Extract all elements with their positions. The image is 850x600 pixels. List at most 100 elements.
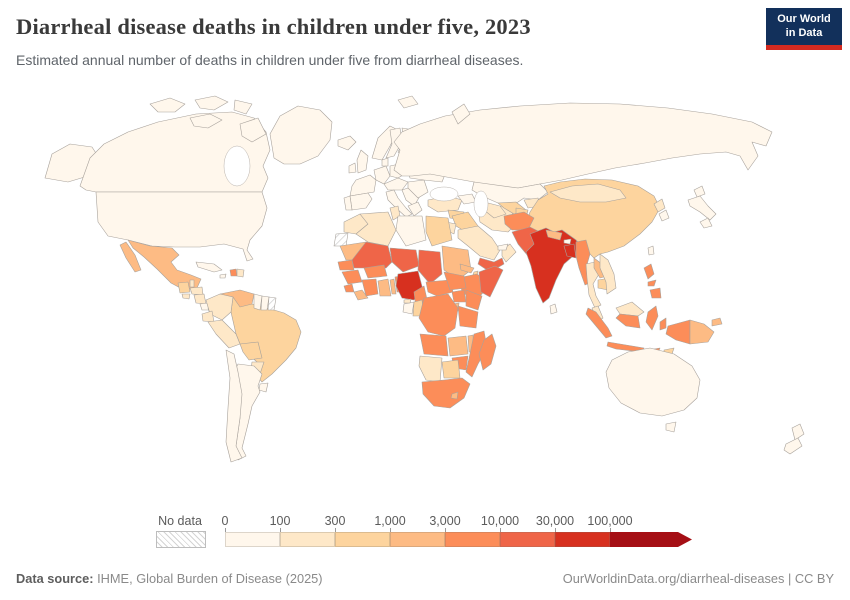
country-mozambique[interactable] (465, 330, 488, 378)
country-central-african-republic[interactable] (425, 279, 454, 297)
country-togo[interactable] (389, 278, 397, 295)
country-japan-hokkaido[interactable] (693, 185, 706, 198)
country-botswana[interactable] (441, 359, 461, 379)
country-belize[interactable] (189, 279, 195, 288)
country-egypt[interactable] (425, 215, 453, 247)
country-suriname[interactable] (260, 295, 270, 311)
no-data-swatch[interactable] (156, 531, 206, 548)
country-russia[interactable] (393, 102, 773, 189)
country-uruguay[interactable] (258, 382, 269, 393)
country-guyana[interactable] (253, 293, 263, 311)
country-arctic-islands[interactable] (239, 117, 267, 143)
country-lesotho[interactable] (450, 391, 459, 400)
country-united-kingdom[interactable] (356, 149, 369, 174)
country-germany[interactable] (373, 165, 391, 185)
country-greece[interactable] (407, 201, 423, 217)
country-ireland[interactable] (348, 162, 357, 174)
country-india[interactable] (525, 227, 583, 304)
legend-bin[interactable] (390, 532, 445, 547)
country-niger[interactable] (389, 247, 420, 273)
country-el-salvador[interactable] (181, 293, 191, 300)
country-spain[interactable] (349, 192, 373, 211)
country-ecuador[interactable] (201, 310, 215, 323)
country-arctic-islands[interactable] (189, 113, 223, 129)
country-zambia[interactable] (447, 335, 469, 357)
country-jamaica[interactable] (219, 273, 227, 279)
country-senegal[interactable] (337, 259, 355, 271)
country-ghana[interactable] (377, 278, 392, 297)
country-chad[interactable] (417, 249, 443, 285)
country-greenland[interactable] (269, 105, 333, 165)
country-guinea[interactable] (341, 269, 363, 285)
country-tasmania[interactable] (665, 421, 677, 433)
country-cote-divoire[interactable] (361, 278, 379, 297)
country-usa[interactable] (95, 191, 268, 262)
country-sudan[interactable] (441, 245, 472, 281)
country-french-guiana[interactable] (267, 296, 277, 311)
country-kenya[interactable] (465, 289, 483, 311)
country-romania[interactable] (407, 179, 429, 199)
country-italy[interactable] (385, 189, 413, 218)
country-sierra-leone[interactable] (343, 283, 355, 293)
country-philippines-visayas[interactable] (647, 279, 657, 287)
country-arctic-islands[interactable] (194, 95, 229, 111)
country-new-zealand-north[interactable] (791, 423, 805, 441)
legend-bin[interactable] (610, 532, 692, 547)
legend-bin[interactable] (555, 532, 610, 547)
country-central-europe[interactable] (383, 177, 409, 191)
legend-bin[interactable] (335, 532, 390, 547)
country-malaysia-borneo[interactable] (615, 301, 645, 317)
country-indonesia-west-papua[interactable] (665, 319, 691, 345)
country-gabon[interactable] (402, 301, 415, 315)
country-novaya-zemlya[interactable] (451, 103, 471, 125)
country-libya[interactable] (395, 215, 427, 247)
country-iceland[interactable] (337, 135, 357, 151)
country-guatemala[interactable] (177, 281, 191, 294)
country-nicaragua[interactable] (193, 293, 207, 305)
country-japan-kyushu[interactable] (699, 217, 713, 229)
legend-bin[interactable] (445, 532, 500, 547)
country-indonesia-sulawesi[interactable] (645, 305, 659, 331)
legend-bin[interactable] (500, 532, 555, 547)
country-indonesia-kalimantan[interactable] (615, 313, 641, 329)
country-tanzania[interactable] (457, 305, 479, 329)
country-new-zealand-south[interactable] (783, 437, 803, 455)
country-somalia[interactable] (478, 265, 504, 298)
country-south-sudan[interactable] (443, 271, 467, 291)
country-arctic-islands[interactable] (149, 97, 186, 113)
legend-bin[interactable] (225, 532, 280, 547)
country-mali[interactable] (351, 241, 393, 269)
country-namibia[interactable] (418, 355, 443, 383)
attribution-link[interactable]: OurWorldinData.org/diarrheal-diseases | … (562, 571, 834, 586)
country-papua-new-guinea[interactable] (689, 319, 715, 345)
country-vietnam[interactable] (599, 253, 617, 295)
country-south-korea[interactable] (658, 209, 670, 222)
country-cuba[interactable] (195, 261, 223, 273)
country-france[interactable] (349, 174, 377, 197)
country-burkina-faso[interactable] (363, 264, 388, 279)
country-mongolia[interactable] (549, 183, 627, 203)
country-baja-california[interactable] (119, 241, 142, 273)
country-yemen[interactable] (477, 257, 505, 273)
country-bangladesh[interactable] (563, 243, 577, 259)
country-new-britain[interactable] (711, 317, 723, 327)
country-philippines-luzon[interactable] (643, 263, 655, 280)
country-saudi-arabia[interactable] (457, 225, 501, 261)
country-taiwan[interactable] (647, 245, 655, 256)
country-arctic-islands[interactable] (233, 99, 253, 115)
country-eritrea[interactable] (459, 263, 475, 274)
country-south-africa[interactable] (421, 377, 471, 409)
country-bolivia[interactable] (239, 341, 263, 361)
country-denmark[interactable] (381, 157, 389, 167)
country-equatorial-guinea[interactable] (403, 298, 412, 304)
country-uae[interactable] (497, 243, 509, 251)
country-sweden[interactable] (385, 127, 403, 159)
country-mexico[interactable] (127, 239, 202, 291)
country-indonesia-moluccas[interactable] (659, 317, 667, 331)
country-uganda[interactable] (451, 289, 467, 303)
country-australia[interactable] (605, 347, 701, 417)
country-honduras[interactable] (189, 286, 204, 296)
country-madagascar[interactable] (478, 333, 497, 371)
country-angola[interactable] (419, 333, 449, 357)
country-western-sahara[interactable] (333, 232, 349, 247)
